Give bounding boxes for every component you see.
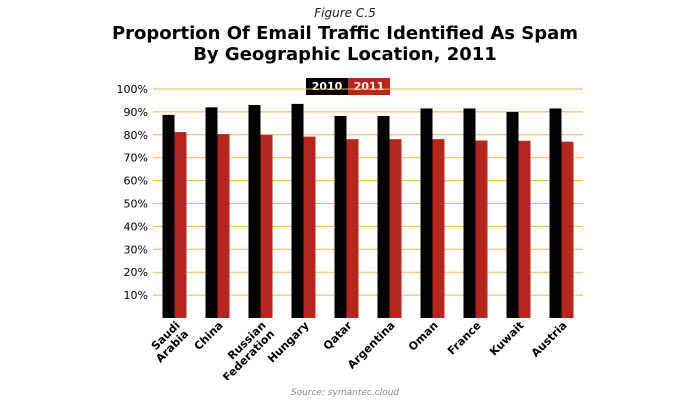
figure-label: Figure C.5 (314, 6, 376, 20)
y-tick-label: 50% (124, 198, 148, 211)
bar-2010-5 (377, 116, 390, 318)
bar-2011-1 (217, 134, 230, 318)
x-tick-label: Austria (529, 319, 570, 360)
x-tick-label: Oman (406, 319, 441, 354)
y-tick-label: 60% (124, 175, 148, 188)
bar-2010-7 (463, 108, 476, 318)
x-tick-label: Hungary (265, 319, 312, 366)
legend-item-2011: 2011 (348, 78, 390, 95)
y-tick-label: 80% (124, 129, 148, 142)
x-tick-label: Qatar (321, 319, 355, 353)
bar-2011-5 (389, 139, 402, 318)
y-tick-label: 70% (124, 152, 148, 165)
bar-2011-3 (303, 136, 316, 318)
bar-2010-4 (334, 116, 347, 318)
bar-2010-3 (291, 103, 304, 318)
bar-2010-0 (162, 114, 175, 318)
x-tick-label: SaudiArabia (145, 319, 191, 365)
bar-chart: 10% 20% 30% 40% 50% 60% 70% 80% 90% 100% SaudiArab… (117, 83, 583, 380)
legend-item-2010: 2010 (306, 78, 348, 95)
y-tick-label: 40% (124, 220, 148, 233)
bar-2010-2 (248, 105, 261, 318)
bar-2010-8 (506, 111, 519, 319)
bar-2011-0 (174, 132, 187, 318)
bar-2011-2 (260, 134, 273, 318)
bar-2011-4 (346, 139, 359, 318)
bar-2011-8 (518, 140, 531, 318)
source-note: Source: symantec.cloud (290, 388, 400, 398)
x-tick-label: China (192, 319, 226, 353)
bar-2010-6 (420, 108, 433, 318)
bar-2011-7 (475, 140, 488, 318)
chart-title-line-1: Proportion Of Email Traffic Identified A… (111, 23, 579, 44)
bar-2010-9 (549, 108, 562, 318)
y-tick-label: 100% (117, 83, 148, 96)
x-tick-label: France (445, 319, 484, 358)
chart-title: Proportion Of Email Traffic Identified A… (0, 23, 690, 65)
bar-2010-1 (205, 107, 218, 318)
bar-2011-9 (561, 141, 574, 318)
y-tick-label: 10% (124, 289, 148, 302)
y-tick-label: 90% (124, 106, 148, 119)
bar-2011-6 (432, 139, 445, 318)
chart-title-line-2: By Geographic Location, 2011 (193, 44, 497, 65)
y-tick-label: 30% (124, 243, 148, 256)
x-tick-label: Kuwait (487, 319, 526, 358)
y-tick-label: 20% (124, 266, 148, 279)
chart-legend: 2010 2011 (306, 78, 390, 95)
